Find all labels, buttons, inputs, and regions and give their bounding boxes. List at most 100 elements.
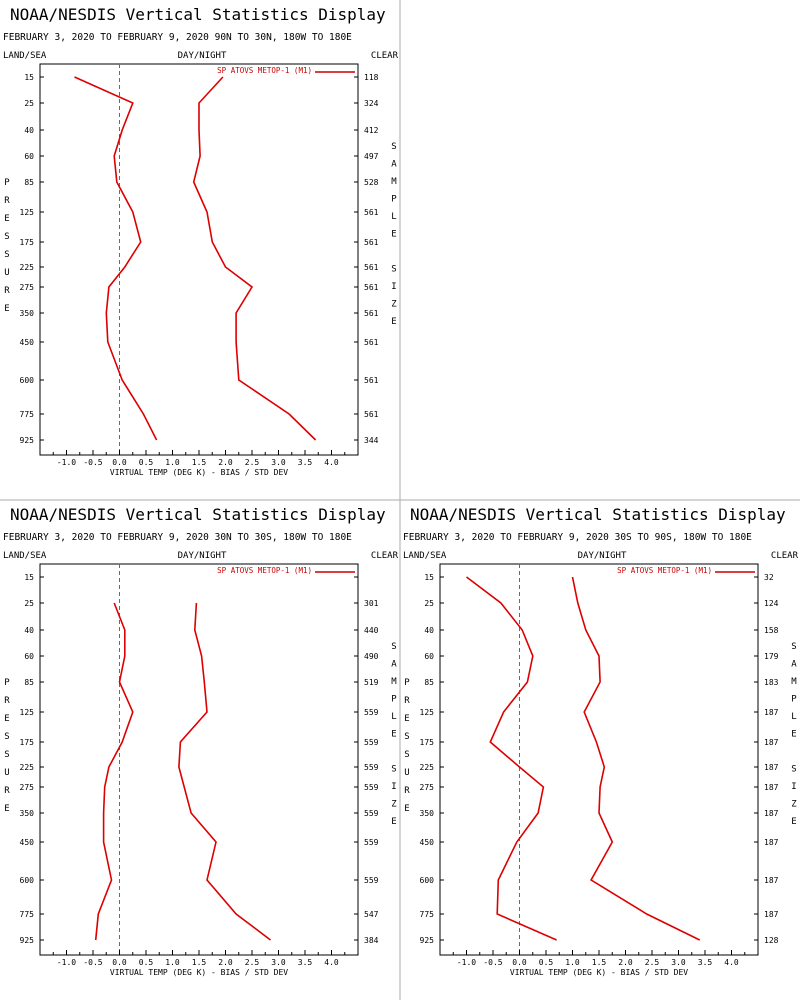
sample-size-label: 497 bbox=[364, 152, 379, 161]
pressure-level-label: 125 bbox=[20, 708, 35, 717]
pressure-axis-letter: P bbox=[404, 678, 410, 688]
sample-size-axis-letter: E bbox=[791, 817, 796, 827]
sample-size-label: 412 bbox=[364, 126, 379, 135]
sample-size-axis-letter: S bbox=[391, 265, 396, 275]
sample-size-label: 324 bbox=[364, 99, 379, 108]
pressure-axis-letter: R bbox=[4, 196, 10, 206]
sample-size-label: 187 bbox=[764, 910, 779, 919]
pressure-level-label: 225 bbox=[20, 763, 35, 772]
pressure-axis-letter: S bbox=[4, 232, 9, 242]
pressure-axis-letter: E bbox=[4, 714, 9, 724]
x-tick-label: 3.5 bbox=[298, 458, 313, 467]
std-dev-series-line bbox=[192, 76, 317, 441]
sample-size-axis-letter: L bbox=[391, 712, 396, 722]
x-tick-label: -1.0 bbox=[57, 458, 76, 467]
sample-size-axis-letter: L bbox=[391, 212, 396, 222]
land-sea-label: LAND/SEA bbox=[3, 551, 47, 561]
sample-size-axis-letter: M bbox=[391, 177, 397, 187]
sample-size-label: 559 bbox=[364, 738, 379, 747]
pressure-level-label: 775 bbox=[20, 910, 35, 919]
chart-title: NOAA/NESDIS Vertical Statistics Display bbox=[10, 5, 386, 24]
std-dev-series-line bbox=[571, 576, 701, 941]
x-tick-label: 0.5 bbox=[139, 958, 154, 967]
sample-size-axis-letter: Z bbox=[791, 800, 797, 810]
pressure-level-label: 25 bbox=[424, 599, 434, 608]
pressure-axis-letter: E bbox=[4, 804, 9, 814]
legend-label: SP ATOVS METOP-1 (M1) bbox=[617, 566, 712, 575]
pressure-axis-letter: S bbox=[404, 732, 409, 742]
x-tick-label: -0.5 bbox=[483, 958, 502, 967]
sample-size-axis-letter: E bbox=[391, 230, 396, 240]
sample-size-label: 561 bbox=[364, 309, 379, 318]
pressure-level-label: 125 bbox=[420, 708, 435, 717]
pressure-axis-letter: S bbox=[4, 750, 9, 760]
pressure-level-label: 15 bbox=[24, 573, 34, 582]
pressure-axis-letter: U bbox=[4, 268, 9, 278]
sample-size-label: 187 bbox=[764, 708, 779, 717]
pressure-level-label: 40 bbox=[24, 626, 34, 635]
sample-size-label: 547 bbox=[364, 910, 379, 919]
pressure-axis-letter: U bbox=[4, 768, 9, 778]
pressure-level-label: 60 bbox=[24, 152, 34, 161]
pressure-level-label: 40 bbox=[424, 626, 434, 635]
clear-label: CLEAR bbox=[371, 51, 399, 61]
pressure-axis-letter: P bbox=[4, 178, 10, 188]
pressure-level-label: 85 bbox=[24, 678, 34, 687]
x-axis-label: VIRTUAL TEMP (DEG K) - BIAS / STD DEV bbox=[510, 968, 688, 977]
std-dev-series-line bbox=[178, 602, 271, 941]
sample-size-label: 187 bbox=[764, 763, 779, 772]
plot-frame bbox=[439, 563, 759, 956]
x-tick-label: 2.5 bbox=[245, 458, 260, 467]
pressure-level-label: 275 bbox=[20, 783, 35, 792]
x-tick-label: 4.0 bbox=[324, 458, 339, 467]
sample-size-axis-letter: A bbox=[391, 160, 397, 170]
x-tick-label: 3.0 bbox=[671, 958, 686, 967]
sample-size-label: 118 bbox=[364, 73, 379, 82]
sample-size-label: 344 bbox=[364, 436, 379, 445]
pressure-axis-letter: R bbox=[4, 786, 10, 796]
day-night-label: DAY/NIGHT bbox=[578, 551, 627, 561]
x-tick-label: -1.0 bbox=[457, 958, 476, 967]
land-sea-label: LAND/SEA bbox=[3, 51, 47, 61]
sample-size-label: 559 bbox=[364, 763, 379, 772]
sample-size-axis-letter: P bbox=[391, 195, 397, 205]
sample-size-axis-letter: E bbox=[391, 317, 396, 327]
x-tick-label: 4.0 bbox=[324, 958, 339, 967]
bias-series-line bbox=[74, 76, 158, 441]
x-tick-label: 0.5 bbox=[539, 958, 554, 967]
sample-size-label: 187 bbox=[764, 738, 779, 747]
pressure-level-label: 60 bbox=[424, 652, 434, 661]
pressure-level-label: 15 bbox=[24, 73, 34, 82]
x-tick-label: 1.5 bbox=[192, 958, 207, 967]
pressure-axis-letter: S bbox=[4, 732, 9, 742]
pressure-axis-letter: S bbox=[404, 750, 409, 760]
sample-size-label: 561 bbox=[364, 283, 379, 292]
clear-label: CLEAR bbox=[771, 551, 799, 561]
pressure-axis-letter: E bbox=[4, 304, 9, 314]
pressure-level-label: 775 bbox=[420, 910, 435, 919]
sample-size-label: 179 bbox=[764, 652, 779, 661]
sample-size-axis-letter: I bbox=[391, 782, 396, 792]
sample-size-label: 183 bbox=[764, 678, 779, 687]
chart-panel-1: NOAA/NESDIS Vertical Statistics Display F… bbox=[3, 5, 399, 477]
sample-size-axis-letter: S bbox=[791, 642, 796, 652]
sample-size-label: 128 bbox=[764, 936, 779, 945]
chart-panel-3: NOAA/NESDIS Vertical Statistics Display F… bbox=[403, 505, 799, 977]
pressure-axis-letter: P bbox=[4, 678, 10, 688]
sample-size-axis-letter: S bbox=[391, 765, 396, 775]
x-tick-label: 2.0 bbox=[218, 458, 233, 467]
sample-size-label: 559 bbox=[364, 876, 379, 885]
pressure-level-label: 175 bbox=[420, 738, 435, 747]
sample-size-label: 124 bbox=[764, 599, 779, 608]
legend-label: SP ATOVS METOP-1 (M1) bbox=[217, 566, 312, 575]
x-tick-label: 2.5 bbox=[245, 958, 260, 967]
sample-size-axis-letter: E bbox=[391, 817, 396, 827]
sample-size-axis-letter: L bbox=[791, 712, 796, 722]
bias-series-line bbox=[94, 602, 134, 941]
x-tick-label: 1.5 bbox=[592, 958, 607, 967]
pressure-level-label: 60 bbox=[24, 652, 34, 661]
x-axis-label: VIRTUAL TEMP (DEG K) - BIAS / STD DEV bbox=[110, 468, 288, 477]
sample-size-label: 559 bbox=[364, 783, 379, 792]
pressure-level-label: 600 bbox=[420, 876, 435, 885]
sample-size-axis-letter: I bbox=[791, 782, 796, 792]
